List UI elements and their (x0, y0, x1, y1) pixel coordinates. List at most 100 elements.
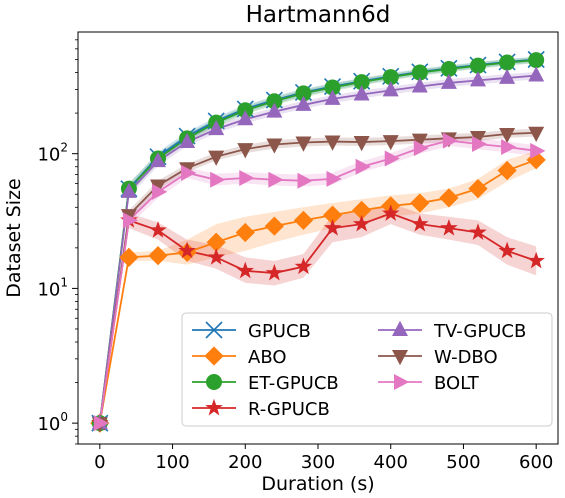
data-point (294, 257, 313, 275)
data-point (266, 138, 283, 154)
legend-label: TV-GPUCB (433, 321, 526, 342)
y-tick-label: 100 (37, 410, 68, 435)
legend-marker (204, 346, 224, 366)
series-markers (90, 50, 546, 433)
legend-label: ET-GPUCB (248, 373, 339, 394)
legend-label: BOLT (434, 373, 480, 394)
data-point (208, 119, 225, 136)
legend-marker (392, 320, 408, 336)
data-point (528, 52, 545, 69)
confidence-band (99, 150, 537, 424)
data-point (178, 241, 196, 259)
series-line (98, 74, 537, 424)
data-point (264, 216, 284, 236)
data-point (239, 169, 255, 186)
data-point (382, 135, 399, 151)
data-point (382, 69, 399, 86)
legend-label: GPUCB (248, 321, 311, 342)
data-point (384, 150, 400, 167)
x-tick-label: 100 (155, 452, 189, 473)
x-axis-label: Duration (s) (261, 473, 374, 495)
data-point (324, 135, 341, 151)
data-point (530, 142, 546, 159)
data-point (411, 77, 428, 93)
data-point (326, 170, 342, 187)
data-point (295, 95, 312, 111)
data-point (353, 85, 370, 101)
data-point (207, 248, 225, 265)
series-line (98, 131, 537, 424)
x-tick-label: 300 (301, 452, 335, 473)
data-point (499, 68, 516, 84)
series-lines (98, 58, 537, 424)
legend-marker (206, 374, 222, 390)
x-tick-label: 600 (519, 452, 553, 473)
data-point (470, 57, 486, 74)
data-point (382, 81, 399, 97)
legend-marker (394, 374, 410, 390)
confidence-band (99, 203, 537, 424)
data-point (381, 204, 400, 221)
data-point (413, 140, 430, 157)
data-point (268, 171, 284, 188)
data-point (297, 172, 313, 189)
data-point (440, 73, 457, 89)
data-point (152, 183, 168, 200)
data-point (411, 64, 428, 81)
data-point (528, 126, 545, 142)
legend: GPUCB ABO ET-GPUCB R-GPUCB TV-GPUCB W-DBO BOLT (181, 312, 553, 427)
data-point (498, 241, 516, 259)
chart-title: Hartmann6d (246, 2, 391, 28)
legend-label: ABO (248, 347, 287, 368)
data-point (411, 133, 428, 149)
data-point (236, 261, 255, 279)
data-point (150, 151, 166, 168)
data-point (468, 179, 488, 199)
data-point (265, 263, 284, 281)
y-axis: 100 101 102 (37, 39, 78, 445)
data-point (324, 89, 341, 105)
data-point (295, 136, 312, 152)
data-point (322, 205, 343, 225)
data-point (120, 182, 137, 198)
data-point (208, 150, 225, 166)
data-point (210, 171, 226, 188)
data-point (410, 193, 430, 213)
data-point (528, 66, 545, 82)
x-tick-label: 400 (374, 452, 408, 473)
data-point (355, 158, 371, 175)
data-point (149, 221, 167, 238)
data-point (179, 132, 196, 149)
data-point (206, 232, 226, 252)
legend-label: R-GPUCB (248, 399, 330, 420)
data-point (411, 214, 429, 232)
y-tick-label: 102 (37, 141, 68, 166)
data-point (235, 222, 255, 243)
data-point (353, 136, 370, 152)
data-point (93, 415, 110, 432)
data-point (440, 218, 458, 236)
data-point (501, 139, 517, 156)
data-point (119, 247, 139, 267)
data-point (439, 188, 459, 208)
data-point (497, 160, 517, 181)
data-point (440, 61, 457, 78)
data-point (527, 251, 545, 269)
data-point (352, 200, 372, 220)
x-axis: 0 100 200 300 400 500 600 (94, 444, 553, 473)
data-point (323, 218, 342, 236)
data-point (499, 54, 516, 71)
legend-marker (205, 321, 223, 339)
x-tick-label: 0 (94, 452, 105, 473)
series-line (98, 158, 537, 424)
legend-marker (205, 398, 223, 416)
data-point (293, 210, 314, 230)
x-tick-label: 200 (228, 452, 262, 473)
data-point (181, 164, 197, 181)
data-point (122, 212, 139, 229)
confidence-bands (99, 56, 537, 424)
data-point (470, 130, 486, 147)
legend-label: W-DBO (434, 347, 498, 368)
y-axis-label: Dataset Size (3, 178, 25, 297)
